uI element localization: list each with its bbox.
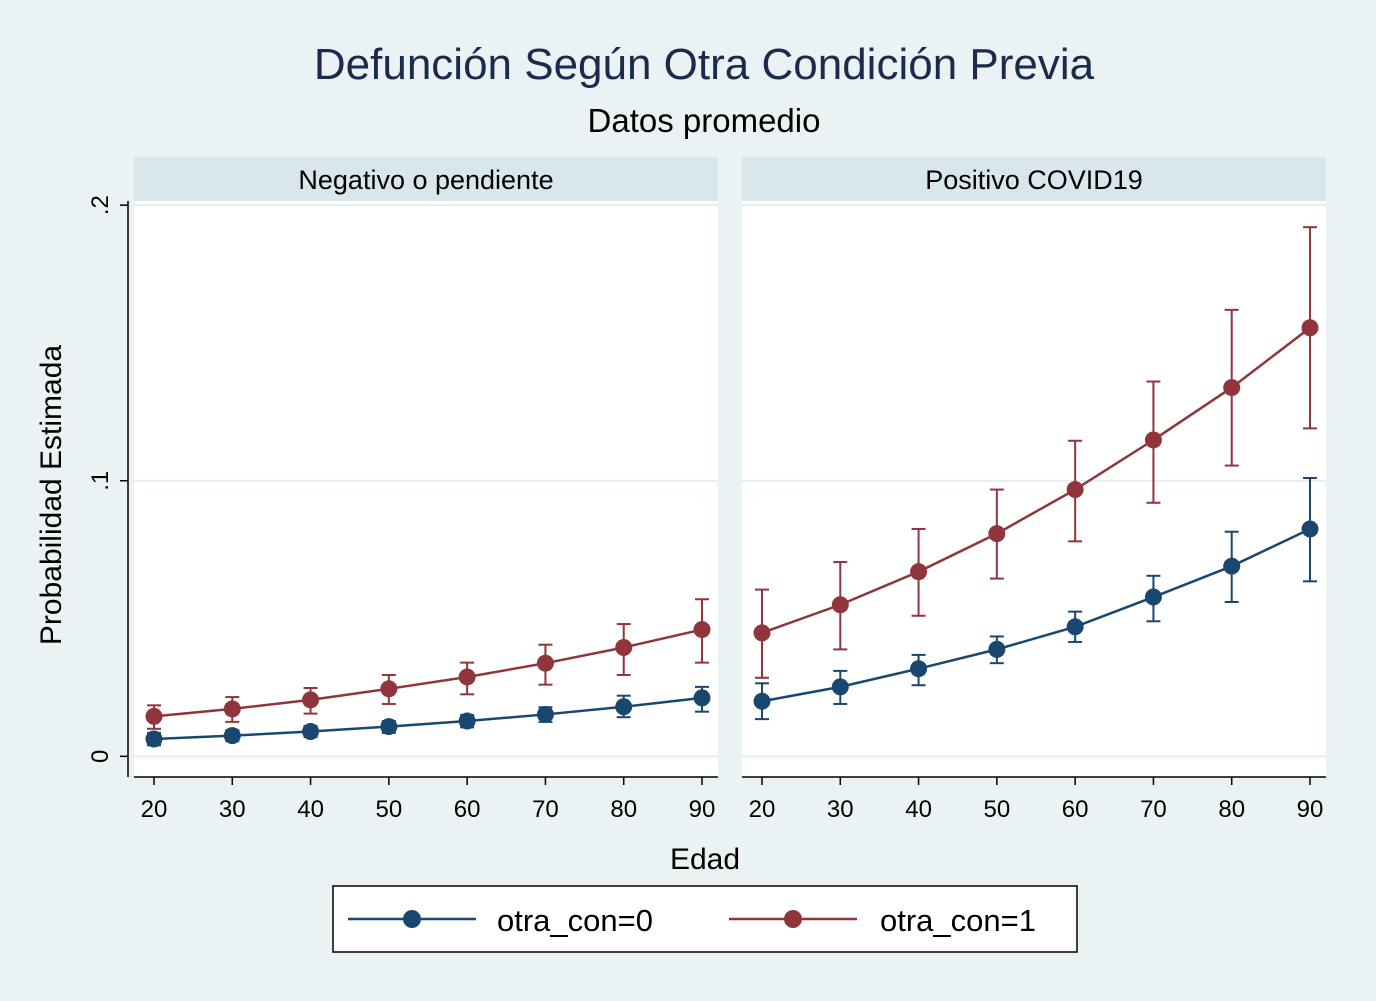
x-tick-label: 90	[689, 796, 716, 823]
x-tick-label: 20	[141, 796, 168, 823]
data-point	[910, 563, 928, 581]
x-tick-label: 30	[827, 796, 854, 823]
legend-marker	[784, 910, 802, 928]
series-otra_con=0	[145, 685, 711, 748]
data-point	[223, 727, 241, 745]
panel-title: Positivo COVID19	[925, 165, 1143, 195]
data-point	[145, 707, 163, 725]
y-tick-label: .2	[87, 195, 114, 215]
x-tick-label: 50	[984, 796, 1011, 823]
series-otra_con=1	[753, 226, 1319, 679]
data-point	[1066, 618, 1084, 636]
data-point	[831, 678, 849, 696]
data-point	[615, 638, 633, 656]
panel-0: Negativo o pendiente 20 30 40 50 60 70 80 90	[134, 157, 718, 823]
series-line	[153, 696, 703, 741]
plot-area	[742, 201, 1326, 777]
data-point	[615, 698, 633, 716]
data-point	[988, 525, 1006, 543]
series-otra_con=0	[753, 476, 1319, 721]
y-tick-label: 0	[87, 750, 114, 763]
x-tick-label: 40	[297, 796, 324, 823]
x-tick-label: 60	[1062, 796, 1089, 823]
data-point	[145, 730, 163, 748]
data-point	[380, 680, 398, 698]
data-point	[753, 692, 771, 710]
y-axis: 0 .1 .2	[87, 195, 129, 777]
data-point	[1301, 520, 1319, 538]
x-tick-label: 20	[749, 796, 776, 823]
data-point	[223, 700, 241, 718]
data-point	[458, 712, 476, 730]
x-axis-label: Edad	[670, 843, 740, 876]
y-axis-label: Probabilidad Estimada	[35, 345, 68, 645]
x-tick-label: 60	[454, 796, 481, 823]
x-tick-label: 90	[1297, 796, 1324, 823]
series-line	[761, 326, 1311, 635]
x-tick-label: 30	[219, 796, 246, 823]
data-point	[831, 596, 849, 614]
legend-label: otra_con=0	[497, 903, 653, 938]
y-tick-label: .1	[87, 471, 114, 491]
data-point	[1223, 557, 1241, 575]
data-point	[1301, 319, 1319, 337]
chart-subtitle: Datos promedio	[588, 102, 821, 139]
series-otra_con=1	[145, 598, 711, 730]
data-point	[536, 654, 554, 672]
x-tick-label: 70	[532, 796, 559, 823]
x-tick-label: 70	[1140, 796, 1167, 823]
data-point	[302, 723, 320, 741]
data-point	[302, 691, 320, 709]
data-point	[458, 668, 476, 686]
data-point	[536, 705, 554, 723]
x-tick-label: 50	[376, 796, 403, 823]
x-tick-label: 80	[1218, 796, 1245, 823]
data-point	[1066, 481, 1084, 499]
legend-label: otra_con=1	[880, 903, 1036, 938]
data-point	[753, 624, 771, 642]
plot-area	[134, 201, 718, 777]
legend-marker	[403, 910, 421, 928]
data-point	[693, 689, 711, 707]
data-point	[1144, 588, 1162, 606]
data-point	[380, 718, 398, 736]
panel-title: Negativo o pendiente	[298, 165, 553, 195]
panel-strip	[742, 157, 1326, 201]
x-tick-label: 80	[610, 796, 637, 823]
data-point	[910, 660, 928, 678]
panel-strip	[134, 157, 718, 201]
legend: otra_con=0 otra_con=1	[332, 885, 1078, 953]
chart-title: Defunción Según Otra Condición Previa	[314, 40, 1095, 89]
panel-1: Positivo COVID19 20 30 40 50 60 70 80 90	[742, 157, 1326, 823]
x-tick-label: 40	[905, 796, 932, 823]
data-point	[1144, 431, 1162, 449]
data-point	[693, 621, 711, 639]
data-point	[988, 640, 1006, 658]
series-line	[153, 628, 703, 718]
data-point	[1223, 379, 1241, 397]
series-line	[761, 527, 1311, 703]
